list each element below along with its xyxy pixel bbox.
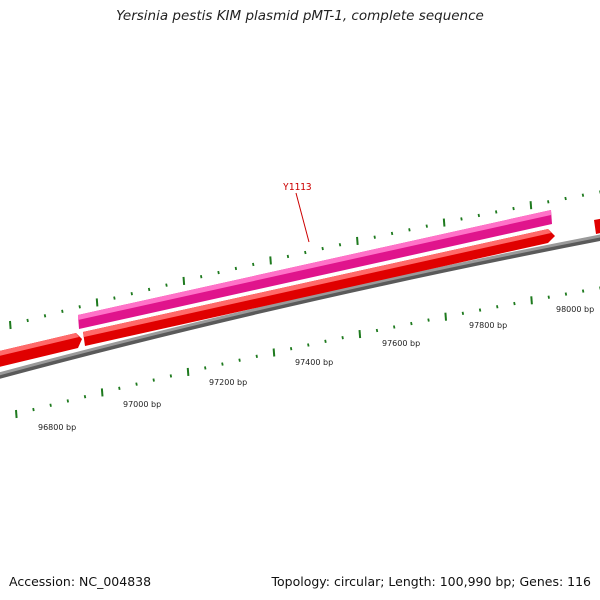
minor-tick	[61, 309, 64, 314]
minor-tick	[478, 308, 482, 312]
minor-tick	[217, 270, 220, 275]
minor-tick	[130, 292, 133, 296]
tick-label: 97000 bp	[123, 400, 161, 409]
minor-tick	[564, 196, 567, 201]
minor-tick	[286, 254, 290, 259]
minor-tick	[221, 362, 224, 366]
minor-tick	[408, 228, 411, 232]
minor-tick	[238, 358, 241, 362]
minor-tick	[477, 213, 481, 218]
tick-label: 97600 bp	[382, 339, 420, 348]
tick-label: 97400 bp	[295, 358, 333, 367]
gene-arrow-reverse-highlight	[78, 210, 551, 320]
minor-tick	[375, 328, 379, 333]
minor-tick	[392, 325, 396, 329]
minor-tick	[581, 289, 585, 293]
minor-tick	[494, 210, 498, 214]
major-tick	[272, 348, 276, 357]
minor-tick	[32, 407, 35, 412]
minor-tick	[199, 275, 203, 279]
minor-tick	[373, 235, 376, 239]
map-title: Yersinia pestis KIM plasmid pMT-1, compl…	[116, 8, 484, 24]
tick-label: 97800 bp	[469, 321, 507, 330]
minor-tick	[581, 193, 585, 197]
minor-tick	[252, 262, 255, 267]
gene-arrow-forward-main-highlight	[83, 229, 551, 337]
minor-tick	[289, 347, 293, 351]
minor-tick	[113, 296, 116, 300]
minor-tick	[169, 374, 173, 378]
minor-tick	[427, 318, 430, 322]
minor-tick	[26, 318, 29, 323]
major-tick	[529, 201, 533, 210]
major-tick	[186, 367, 190, 377]
major-tick	[356, 236, 359, 246]
gene-label-pointer	[295, 192, 310, 243]
gene-arrow-forward-left-highlight	[0, 333, 79, 356]
minor-tick	[307, 343, 310, 347]
gene-arrow-forward-right[interactable]	[594, 218, 600, 234]
minor-tick	[234, 266, 238, 271]
major-tick	[100, 388, 104, 397]
minor-tick	[135, 382, 138, 386]
topology-summary: Topology: circular; Length: 100,990 bp; …	[271, 574, 592, 589]
minor-tick	[152, 378, 155, 382]
minor-tick	[496, 305, 499, 309]
minor-tick	[338, 243, 342, 247]
gene-label-y1113[interactable]: Y1113	[283, 182, 312, 193]
tick-label: 96800 bp	[38, 423, 76, 432]
minor-tick	[255, 354, 258, 358]
minor-tick	[460, 217, 463, 221]
outer-tick-row	[9, 190, 600, 330]
major-tick	[530, 296, 533, 305]
minor-tick	[83, 395, 87, 399]
minor-tick	[564, 292, 568, 296]
minor-tick	[425, 224, 428, 228]
minor-tick	[165, 283, 168, 287]
minor-tick	[78, 305, 81, 309]
minor-tick	[461, 311, 465, 316]
minor-tick	[390, 231, 394, 236]
major-tick	[182, 276, 186, 285]
backbone-shadow	[0, 234, 600, 379]
tick-label: 97200 bp	[209, 378, 247, 387]
minor-tick	[410, 321, 413, 326]
minor-tick	[147, 287, 151, 292]
major-tick	[358, 329, 362, 339]
major-tick	[442, 218, 446, 227]
major-tick	[269, 256, 272, 265]
minor-tick	[304, 250, 307, 255]
minor-tick	[321, 246, 324, 251]
minor-tick	[66, 399, 70, 403]
minor-tick	[43, 314, 47, 318]
minor-tick	[513, 301, 516, 306]
gene-arrow-forward-left[interactable]	[0, 333, 82, 368]
major-tick	[444, 312, 448, 321]
minor-tick	[204, 366, 207, 370]
major-tick	[15, 409, 18, 419]
backbone	[0, 234, 600, 376]
inner-tick-row	[15, 286, 600, 419]
minor-tick	[547, 295, 550, 299]
minor-tick	[118, 386, 121, 390]
major-tick	[95, 298, 99, 307]
major-tick	[9, 320, 12, 330]
minor-tick	[512, 206, 515, 211]
tick-label: 98000 bp	[556, 305, 594, 314]
accession-text: Accession: NC_004838	[9, 574, 152, 589]
minor-tick	[341, 335, 344, 340]
minor-tick	[547, 200, 550, 204]
minor-tick	[49, 403, 52, 407]
minor-tick	[324, 339, 327, 343]
